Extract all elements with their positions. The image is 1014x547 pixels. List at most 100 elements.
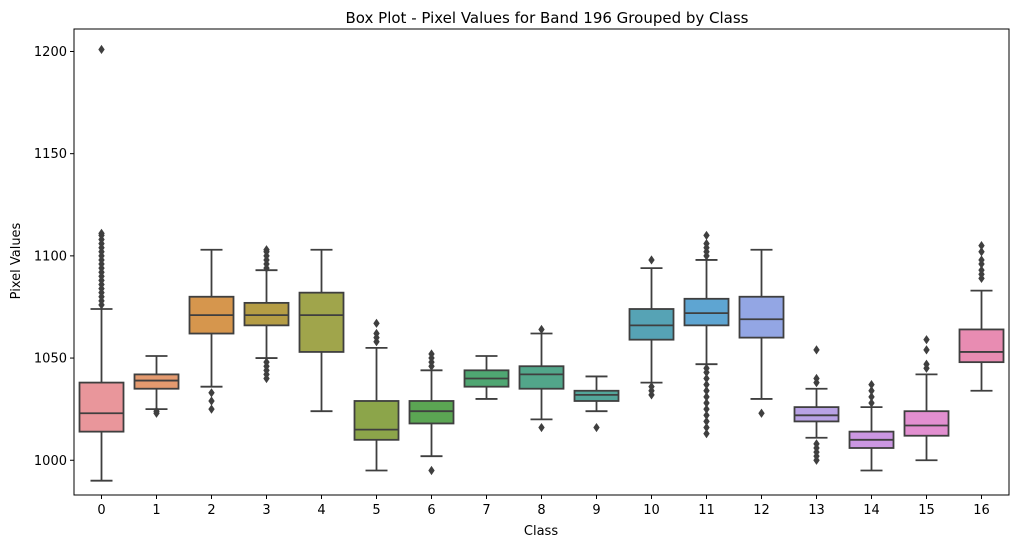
iqr-box [903, 410, 950, 437]
x-tick-label: 13 [808, 503, 825, 518]
box-class-4 [298, 248, 345, 413]
box-class-3 [243, 245, 290, 384]
outlier-point [208, 396, 215, 406]
y-axis: 1000 1050 1100 1150 1200 [34, 45, 74, 469]
outlier-point [978, 265, 985, 275]
outlier-point [703, 398, 710, 408]
x-tick-label: 5 [372, 503, 380, 518]
iqr-box [738, 295, 785, 339]
chart-title: Box Plot - Pixel Values for Band 196 Gro… [346, 9, 749, 27]
x-tick-label: 6 [427, 503, 435, 518]
box-class-2 [188, 248, 235, 414]
iqr-box [133, 373, 180, 390]
outlier-point [208, 388, 215, 398]
outlier-point [703, 410, 710, 420]
outlier-point [373, 328, 380, 339]
outlier-point [703, 230, 710, 241]
box-class-15 [903, 335, 950, 462]
x-axis-label: Class [524, 524, 558, 539]
iqr-box [298, 291, 345, 353]
x-tick-label: 1 [152, 503, 160, 518]
x-tick-label: 0 [97, 503, 105, 518]
outlier-point [263, 357, 270, 367]
x-tick-label: 16 [973, 503, 990, 518]
iqr-box [573, 389, 620, 402]
box-class-6 [408, 349, 455, 476]
outlier-point [813, 439, 820, 449]
outlier-point [703, 404, 710, 414]
outlier-point [648, 255, 655, 265]
x-tick-label: 12 [753, 503, 770, 518]
outlier-point [868, 380, 875, 390]
outlier-point [703, 386, 710, 396]
outlier-point [428, 349, 435, 359]
outlier-point [538, 422, 545, 433]
plot-frame [73, 28, 1010, 496]
outlier-point [593, 422, 600, 433]
y-tick-label: 1150 [34, 147, 67, 162]
outlier-point [98, 44, 105, 55]
iqr-box [243, 301, 290, 327]
outlier-point [703, 239, 710, 249]
y-tick-label: 1200 [34, 45, 67, 60]
y-tick-label: 1000 [34, 454, 67, 469]
outlier-point [978, 255, 985, 265]
box-class-7 [463, 355, 510, 400]
outlier-point [208, 404, 215, 414]
iqr-box [353, 400, 400, 441]
outlier-point [923, 345, 930, 355]
outlier-point [813, 373, 820, 384]
box-class-8 [518, 324, 565, 433]
box-class-5 [353, 318, 400, 472]
box-class-13 [793, 345, 840, 465]
y-tick-label: 1050 [34, 352, 67, 367]
x-tick-label: 10 [643, 503, 660, 518]
outlier-point [703, 373, 710, 384]
iqr-box [683, 297, 730, 327]
box-class-10 [628, 255, 675, 400]
iqr-box [408, 400, 455, 425]
outlier-point [868, 392, 875, 402]
outlier-point [978, 247, 985, 257]
outlier-point [923, 359, 930, 369]
outlier-point [978, 241, 985, 251]
y-tick-label: 1100 [34, 249, 67, 264]
iqr-box [793, 406, 840, 423]
outlier-point [868, 386, 875, 396]
outlier-point [868, 398, 875, 408]
y-axis-label: Pixel Values [9, 222, 24, 299]
x-tick-label: 15 [918, 503, 935, 518]
box-series [78, 44, 1005, 482]
x-tick-label: 4 [317, 503, 325, 518]
outlier-point [373, 318, 380, 328]
outlier-point [813, 345, 820, 355]
iqr-box [518, 365, 565, 390]
outlier-point [703, 416, 710, 427]
outlier-point [98, 228, 105, 238]
box-class-11 [683, 230, 730, 439]
box-class-12 [738, 248, 785, 418]
outlier-point [263, 245, 270, 255]
outlier-point [703, 429, 710, 439]
box-class-9 [573, 375, 620, 433]
outlier-point [703, 363, 710, 373]
x-tick-label: 2 [207, 503, 215, 518]
x-tick-label: 3 [262, 503, 270, 518]
iqr-box [958, 328, 1005, 364]
x-tick-label: 9 [592, 503, 600, 518]
outlier-point [428, 465, 435, 476]
outlier-point [703, 422, 710, 433]
x-tick-label: 7 [482, 503, 490, 518]
outlier-point [758, 408, 765, 418]
iqr-box [628, 308, 675, 341]
x-tick-label: 11 [698, 503, 715, 518]
outlier-point [703, 380, 710, 390]
x-tick-label: 8 [537, 503, 545, 518]
outlier-point [703, 392, 710, 402]
outlier-point [538, 324, 545, 335]
box-class-14 [848, 380, 895, 472]
box-class-0 [78, 44, 125, 482]
outlier-point [923, 335, 930, 345]
x-tick-label: 14 [863, 503, 880, 518]
